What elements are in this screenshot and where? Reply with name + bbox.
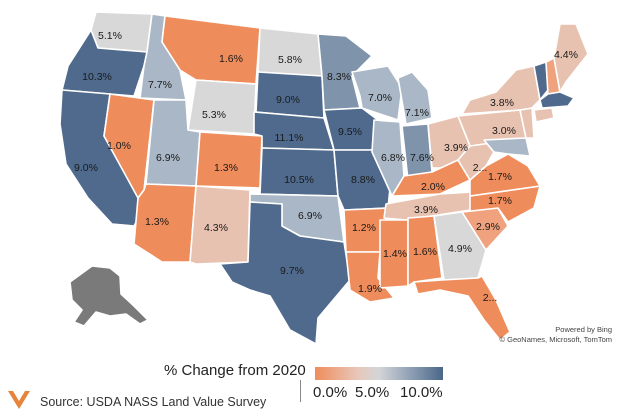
label-MT: 1.6% — [219, 53, 243, 65]
state-MD[interactable] — [483, 137, 531, 157]
state-ND[interactable] — [257, 27, 323, 77]
label-IL: 6.8% — [381, 152, 405, 164]
state-AL[interactable] — [407, 215, 443, 287]
state-NE[interactable] — [253, 111, 335, 151]
label-NV: 1.0% — [107, 140, 131, 152]
label-NC: 1.7% — [488, 195, 512, 207]
state-TX[interactable] — [219, 201, 351, 345]
label-TN: 3.9% — [414, 204, 438, 216]
state-GA[interactable] — [433, 211, 487, 281]
legend-divider — [300, 380, 301, 402]
label-NY: 3.8% — [490, 97, 514, 109]
state-FL[interactable] — [413, 275, 511, 341]
legend-tick-0: 0.0% — [313, 384, 348, 401]
state-labels: 5.1% 10.3% 7.7% 1.6% 5.8% 8.3% 7.0% 7.1%… — [74, 30, 578, 304]
label-ND: 5.8% — [278, 54, 302, 66]
label-WY: 5.3% — [202, 109, 226, 121]
label-MN: 8.3% — [327, 71, 351, 83]
label-KS: 10.5% — [284, 174, 314, 186]
source-note: Source: USDA NASS Land Value Survey — [40, 395, 267, 409]
label-FL: 2... — [483, 292, 498, 304]
label-MI: 7.1% — [405, 107, 429, 119]
state-NM[interactable] — [189, 185, 251, 265]
legend-tick-10: 10.0% — [400, 384, 443, 401]
label-AL: 1.6% — [413, 246, 437, 258]
label-MS: 1.4% — [383, 248, 407, 260]
usda-logo-icon — [8, 391, 30, 409]
label-WI: 7.0% — [368, 92, 392, 104]
state-MN[interactable] — [317, 33, 373, 111]
state-WI[interactable] — [351, 65, 403, 121]
label-IA: 9.5% — [338, 126, 362, 138]
state-WY[interactable] — [187, 79, 257, 135]
legend-title: % Change from 2020 — [164, 362, 306, 379]
state-OR[interactable] — [61, 29, 148, 97]
legend-tick-5: 5.0% — [355, 384, 390, 401]
label-ID: 7.7% — [148, 79, 172, 91]
state-CT[interactable] — [533, 107, 555, 123]
label-NE: 11.1% — [275, 132, 304, 144]
state-CO[interactable] — [195, 131, 263, 189]
label-UT: 6.9% — [156, 152, 180, 164]
label-OR: 10.3% — [82, 71, 112, 83]
label-PA: 3.0% — [492, 125, 516, 137]
state-MA[interactable] — [539, 91, 575, 109]
label-VA: 1.7% — [488, 171, 512, 183]
label-OH: 3.9% — [444, 142, 468, 154]
label-AZ: 1.3% — [145, 216, 169, 228]
state-KS[interactable] — [259, 147, 339, 197]
credit-powered-by: Powered by Bing — [555, 325, 612, 334]
legend-color-scale — [315, 367, 443, 380]
label-CO: 1.3% — [214, 162, 238, 174]
label-NM: 4.3% — [204, 222, 228, 234]
label-AR: 1.2% — [352, 222, 376, 234]
state-AK[interactable] — [69, 265, 149, 327]
label-KY: 2.0% — [421, 181, 445, 193]
label-GA: 4.9% — [448, 243, 472, 255]
label-WV: 2... — [473, 162, 488, 174]
label-TX: 9.7% — [280, 265, 304, 277]
label-SD: 9.0% — [276, 94, 300, 106]
label-IN: 7.6% — [410, 152, 434, 164]
label-MO: 8.8% — [351, 174, 375, 186]
label-ME: 4.4% — [554, 49, 578, 61]
label-WA: 5.1% — [98, 30, 122, 42]
label-CA: 9.0% — [74, 162, 98, 174]
state-MI[interactable] — [397, 71, 433, 125]
label-OK: 6.9% — [298, 210, 322, 222]
label-LA: 1.9% — [358, 283, 382, 295]
label-SC: 2.9% — [476, 221, 500, 233]
credit-attribution: © GeoNames, Microsoft, TomTom — [499, 335, 613, 344]
